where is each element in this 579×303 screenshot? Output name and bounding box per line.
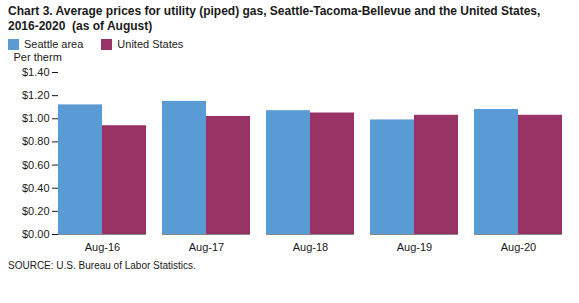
svg-text:$1.00: $1.00 — [22, 112, 50, 124]
html-text:Chart 3. Average prices for ut: Chart 3. Average prices for utility (pip… — [8, 4, 544, 33]
svg-text:$0.20: $0.20 — [22, 205, 50, 217]
svg-text:$0.40: $0.40 — [22, 182, 50, 194]
html-text:SOURCE: U.S. Bureau of Labor S: SOURCE: U.S. Bureau of Labor Statistics. — [8, 260, 196, 271]
svg-text:Aug-19: Aug-19 — [397, 241, 432, 253]
svg-text:Per therm: Per therm — [14, 51, 62, 63]
html-text:United States: United States — [117, 38, 184, 50]
svg-text:$0.60: $0.60 — [22, 159, 50, 171]
svg-text:$1.40: $1.40 — [22, 66, 50, 78]
html-text:Seattle area: Seattle area — [24, 38, 84, 50]
svg-text:Aug-20: Aug-20 — [501, 241, 536, 253]
svg-text:$0.80: $0.80 — [22, 135, 50, 147]
svg-text:Aug-18: Aug-18 — [293, 241, 328, 253]
svg-text:Aug-16: Aug-16 — [85, 241, 120, 253]
svg-text:$1.20: $1.20 — [22, 89, 50, 101]
svg-text:Aug-17: Aug-17 — [189, 241, 224, 253]
svg-text:$0.00: $0.00 — [22, 228, 50, 240]
